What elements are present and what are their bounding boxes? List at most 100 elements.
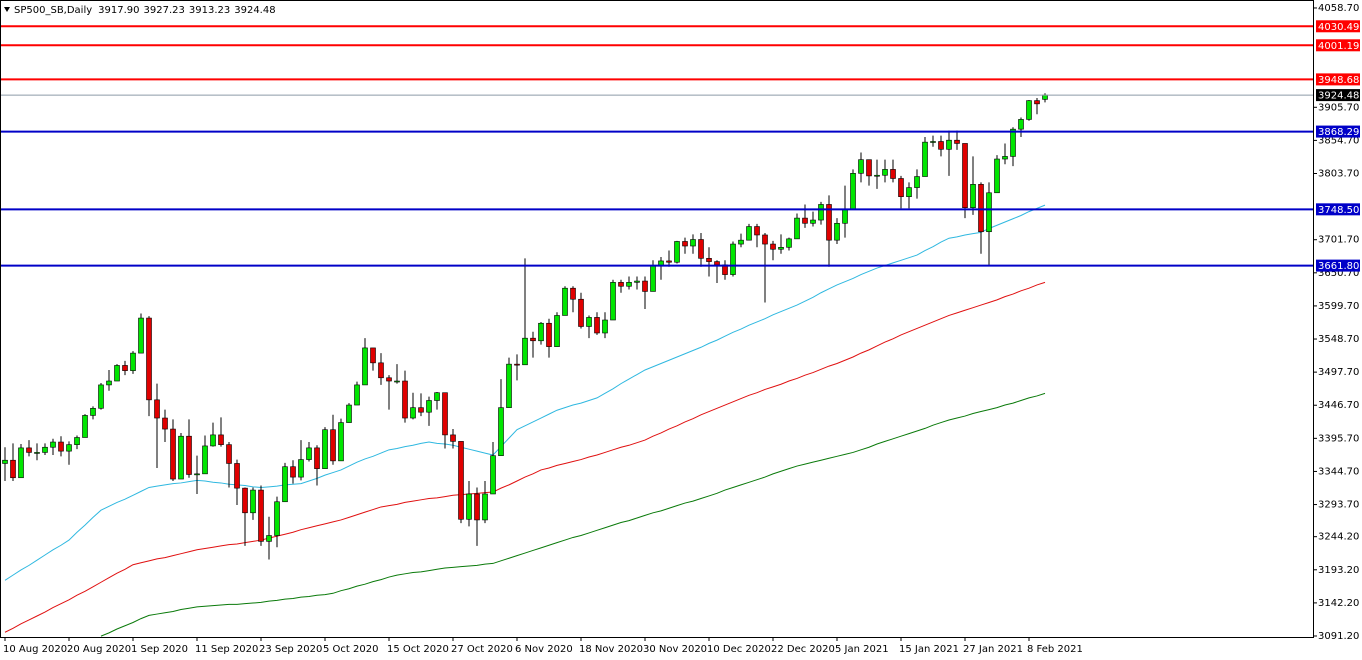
- candle-body: [474, 493, 480, 521]
- plot-frame: [0, 0, 1314, 638]
- candle-body: [714, 261, 720, 266]
- plot-area: [2, 93, 1048, 637]
- candle-body: [858, 159, 864, 174]
- y-tick-label: 4058.70: [1318, 3, 1359, 14]
- candle-body: [338, 422, 344, 462]
- candle-body: [866, 159, 872, 177]
- candle-body: [514, 363, 520, 366]
- candle-body: [146, 317, 152, 401]
- level-label: 3748.50: [1318, 205, 1359, 216]
- candle-body: [930, 141, 936, 143]
- candle-body: [162, 417, 168, 430]
- candle-body: [178, 435, 184, 480]
- y-tick-label: 3650.70: [1318, 268, 1359, 279]
- x-tick-label: 27 Oct 2020: [451, 644, 513, 655]
- menu-icon: [4, 7, 10, 12]
- candle-body: [986, 192, 992, 233]
- y-tick-label: 3701.70: [1318, 235, 1359, 246]
- level-label-box: [1316, 125, 1360, 138]
- candle-body: [138, 317, 144, 354]
- level-label-box: [1316, 259, 1360, 272]
- header-high: 3927.23: [144, 5, 185, 16]
- candle-body: [450, 434, 456, 442]
- candle-body: [642, 280, 648, 292]
- candle-body: [874, 174, 880, 177]
- y-tick-label: 3244.20: [1318, 532, 1359, 543]
- candle-body: [410, 407, 416, 419]
- candle-body: [906, 187, 912, 197]
- level-label: 3868.29: [1318, 127, 1359, 138]
- x-tick-label: 10 Dec 2020: [707, 644, 771, 655]
- x-tick-label: 15 Oct 2020: [387, 644, 449, 655]
- level-label-box: [1316, 203, 1360, 216]
- x-tick-label: 18 Nov 2020: [579, 644, 643, 655]
- candle-body: [274, 501, 280, 536]
- candle-body: [74, 437, 80, 445]
- x-tick-label: 8 Feb 2021: [1027, 644, 1083, 655]
- price-label: 3924.48: [1318, 91, 1359, 102]
- candle-body: [826, 204, 832, 241]
- candle-body: [370, 347, 376, 364]
- candle-body: [154, 399, 160, 419]
- level-label: 3948.68: [1318, 75, 1359, 86]
- level-label-box: [1316, 39, 1360, 52]
- candle-body: [666, 260, 672, 263]
- candle-body: [522, 337, 528, 366]
- y-tick-label: 3293.70: [1318, 500, 1359, 511]
- candle-body: [346, 404, 352, 423]
- candle-body: [1010, 128, 1016, 157]
- candle-body: [98, 384, 104, 409]
- x-tick-label: 5 Oct 2020: [323, 644, 378, 655]
- candle-body: [586, 317, 592, 327]
- candle-body: [546, 322, 552, 347]
- candle-body: [626, 282, 632, 287]
- candle-body: [842, 209, 848, 224]
- candle-body: [250, 489, 256, 514]
- candle-body: [434, 392, 440, 401]
- candle-body: [490, 455, 496, 495]
- candle-body: [106, 380, 112, 386]
- x-tick-label: 27 Jan 2021: [963, 644, 1023, 655]
- x-tick-label: 1 Sep 2020: [131, 644, 188, 655]
- candle-body: [770, 243, 776, 250]
- candle-body: [746, 226, 752, 241]
- x-tick-label: 11 Sep 2020: [195, 644, 258, 655]
- candle-body: [786, 238, 792, 248]
- x-tick-label: 20 Aug 2020: [67, 644, 131, 655]
- candle-body: [698, 239, 704, 259]
- candle-body: [946, 139, 952, 150]
- candle-body: [170, 428, 176, 480]
- candle-body: [290, 466, 296, 478]
- x-tick-label: 23 Sep 2020: [259, 644, 322, 655]
- candle-body: [258, 489, 264, 542]
- candle-body: [282, 466, 288, 503]
- x-tick-label: 30 Nov 2020: [643, 644, 707, 655]
- candle-body: [954, 139, 960, 144]
- candle-body: [458, 441, 464, 520]
- candle-body: [322, 429, 328, 469]
- candle-body: [226, 444, 232, 464]
- y-tick-label: 3344.70: [1318, 466, 1359, 477]
- y-tick-label: 3497.70: [1318, 367, 1359, 378]
- candle-body: [778, 247, 784, 250]
- candle-body: [330, 429, 336, 462]
- candle-body: [298, 459, 304, 478]
- candle-body: [58, 441, 64, 452]
- y-tick-label: 3395.70: [1318, 433, 1359, 444]
- candle-body: [618, 282, 624, 287]
- y-tick-label: 3854.70: [1318, 135, 1359, 146]
- header-low: 3913.23: [189, 5, 230, 16]
- moving-average-line: [4, 204, 1046, 581]
- candle-body: [362, 347, 368, 386]
- candle-body: [802, 217, 808, 224]
- candle-body: [122, 365, 128, 371]
- candle-body: [378, 362, 384, 379]
- candle-body: [66, 444, 72, 452]
- candle-body: [978, 184, 984, 233]
- candle-body: [354, 384, 360, 406]
- candle-body: [386, 377, 392, 382]
- candle-body: [570, 287, 576, 300]
- y-tick-label: 3905.70: [1318, 102, 1359, 113]
- candle-body: [426, 400, 432, 413]
- candle-body: [562, 287, 568, 316]
